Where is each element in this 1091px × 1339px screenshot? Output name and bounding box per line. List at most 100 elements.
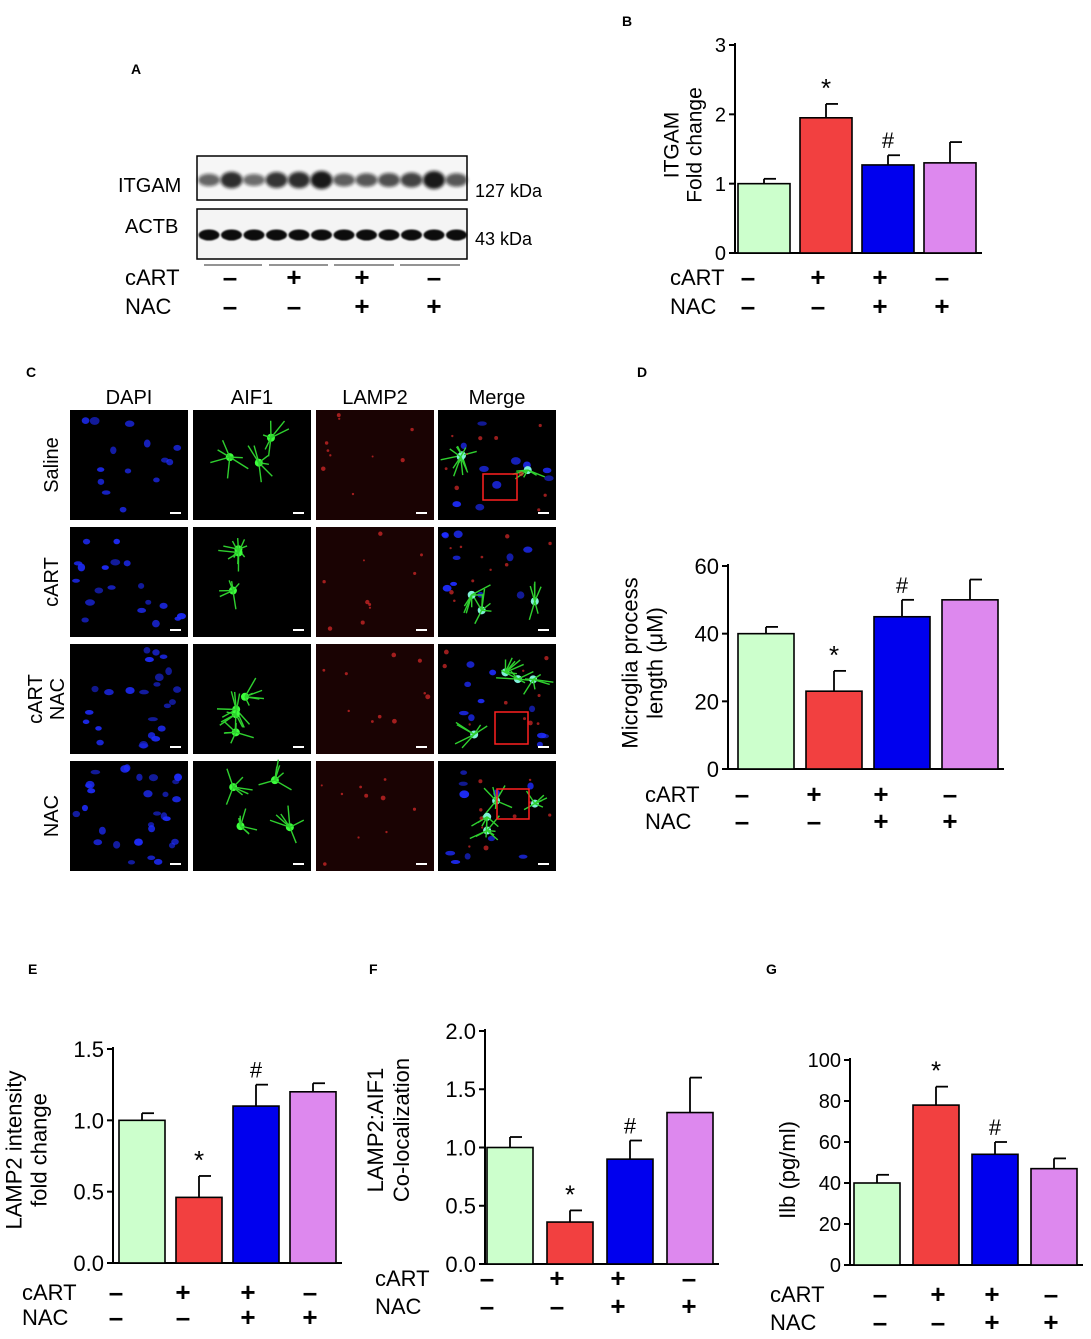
bar: [923, 162, 977, 254]
micro-scale-bar: [416, 629, 427, 631]
micro-microglia-process: [528, 601, 536, 621]
bar: [737, 182, 791, 254]
micro-microglia-process: [480, 588, 486, 611]
blot-band-itgam: [288, 171, 310, 189]
micro-microglia-process: [504, 657, 513, 673]
micro-lamp2-puncta: [466, 452, 469, 456]
micro-lamp2-puncta: [522, 717, 527, 721]
micro-lamp2-puncta: [479, 816, 484, 821]
blot-band-actb: [243, 229, 265, 241]
y-tick-label: 0.0: [73, 1251, 104, 1276]
micro-microglia-process: [534, 601, 539, 614]
micro-nucleus: [73, 561, 83, 566]
y-tick-label: 80: [819, 1091, 841, 1113]
blot-band-itgam: [333, 173, 355, 187]
micro-nucleus: [119, 506, 127, 513]
micro-microglia-process: [219, 589, 234, 598]
micro-lamp2-puncta: [320, 784, 323, 787]
micro-scale-bar: [170, 512, 181, 514]
micro-nucleus: [468, 714, 475, 722]
micro-lamp2-puncta: [360, 620, 365, 625]
micro-microglia-process: [210, 456, 230, 464]
micro-microglia-process: [233, 786, 253, 791]
micro-microglia-process: [258, 462, 273, 477]
significance-marker: *: [829, 640, 839, 670]
y-tick-label: 60: [695, 554, 719, 579]
micro-lamp2-puncta: [425, 694, 431, 700]
treatment-label-cart: cART: [375, 1266, 430, 1291]
blot-band-actb: [333, 229, 355, 241]
y-tick-label: 20: [819, 1214, 841, 1236]
treatment-sign: +: [984, 1279, 999, 1309]
micro-lamp2-puncta: [480, 555, 484, 559]
micro-microglia-process: [495, 800, 513, 809]
micro-microglia-process: [231, 540, 240, 553]
y-tick-label: 1.5: [73, 1037, 104, 1062]
micro-nucleus: [479, 465, 489, 472]
micro-nucleus: [85, 599, 95, 606]
micro-nucleus: [89, 416, 100, 425]
treatment-sign: –: [807, 806, 821, 836]
micro-microglia-process: [244, 696, 260, 700]
treatment-sign: –: [303, 1277, 317, 1307]
micro-nucleus: [72, 578, 80, 583]
micro-nucleus: [110, 559, 121, 566]
micro-microglia-process: [463, 594, 473, 614]
micro-nucleus: [81, 617, 89, 623]
bar: [861, 164, 915, 254]
micro-nucleus: [72, 810, 81, 818]
significance-marker: #: [896, 573, 909, 598]
micro-nucleus: [174, 773, 182, 782]
treatment-label-nac: NAC: [22, 1305, 69, 1330]
micro-nucleus: [154, 673, 164, 682]
micro-nucleus: [148, 774, 158, 782]
micro-nucleus: [143, 439, 151, 448]
micro-nucleus: [466, 661, 475, 668]
treatment-sign: –: [735, 806, 749, 836]
bar: [799, 117, 853, 254]
micro-inset-box: [494, 711, 529, 745]
micro-microglia-process: [534, 794, 545, 805]
micro-microglia-process: [532, 678, 550, 686]
micro-lamp2-puncta: [518, 471, 524, 477]
blot-band-actb: [288, 229, 310, 241]
micro-lamp2-puncta: [449, 590, 454, 595]
micro-nucleus: [464, 853, 471, 860]
micro-lamp2-puncta: [359, 785, 362, 789]
y-tick-label: 0: [715, 243, 726, 265]
treatment-sign: +: [354, 291, 369, 321]
micro-lamp2-puncta: [383, 778, 387, 781]
micro-microglia-process: [235, 693, 241, 715]
blot-band-itgam: [220, 171, 243, 189]
micro-lamp2-puncta: [321, 466, 326, 471]
micro-tile: [70, 527, 188, 637]
micro-microglia-process: [232, 786, 249, 795]
micro-nucleus: [165, 667, 172, 676]
blot-band-itgam: [445, 173, 468, 187]
micro-tile: [316, 410, 434, 520]
micro-microglia-process: [280, 813, 291, 828]
micro-microglia-process: [485, 816, 488, 838]
micro-tile: [438, 527, 556, 637]
micro-nucleus: [458, 710, 469, 716]
micro-microglia-process: [460, 456, 464, 476]
micro-nucleus: [459, 790, 470, 799]
micro-microglia-process: [232, 590, 237, 610]
micro-nucleus: [91, 685, 99, 693]
micro-inset-box: [496, 788, 530, 820]
y-tick-label: 20: [695, 689, 719, 714]
micro-lamp2-puncta: [417, 658, 422, 663]
micro-lamp2-puncta: [468, 845, 471, 848]
micro-lamp2-puncta: [340, 792, 344, 796]
micro-lamp2-puncta: [323, 862, 327, 866]
micro-nucleus: [134, 838, 143, 846]
treatment-label-nac: NAC: [670, 294, 717, 319]
micro-microglia-process: [454, 733, 475, 745]
micro-lamp2-puncta: [505, 534, 510, 539]
micro-tile: [70, 644, 188, 754]
y-tick-label: 1: [715, 174, 726, 196]
micro-microglia-process: [534, 802, 544, 808]
chart-f: 0.0 0.5 1.0 1.5 2.0 LAMP2:AIF1 Co-localization…: [363, 1019, 719, 1277]
micro-lamp2-puncta: [443, 649, 449, 655]
